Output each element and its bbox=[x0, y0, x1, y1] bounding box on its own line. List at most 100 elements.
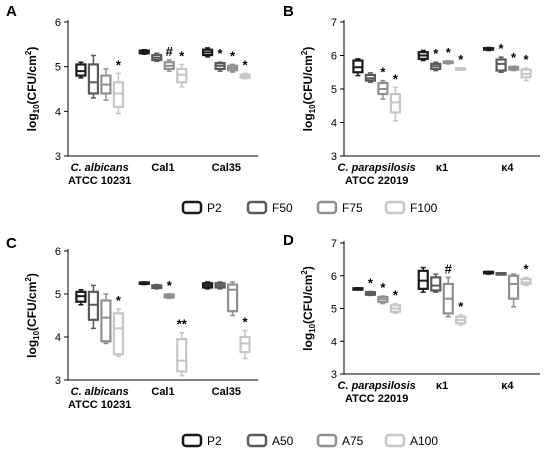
legend-item: A100 bbox=[384, 433, 438, 448]
box-a100: * bbox=[520, 261, 532, 287]
legend-swatch bbox=[246, 433, 268, 448]
box-f75: * bbox=[507, 50, 520, 72]
box-f75 bbox=[100, 68, 112, 101]
y-tick-label: 5 bbox=[55, 62, 61, 74]
box-f75: # bbox=[163, 44, 175, 72]
y-tick-label: 3 bbox=[55, 375, 61, 387]
box-a100: * bbox=[389, 288, 402, 315]
y-tick-label: 4 bbox=[331, 118, 337, 130]
significance-mark: * bbox=[393, 71, 399, 86]
group-label: Cal35 bbox=[212, 386, 241, 398]
y-axis-label: log10(CFU/cm2) bbox=[24, 47, 41, 132]
y-tick-label: 7 bbox=[331, 17, 337, 29]
significance-mark: * bbox=[499, 41, 505, 56]
legend-bottom: P2 A50 A75 A100 bbox=[181, 433, 438, 448]
box-f50: * bbox=[214, 46, 226, 72]
legend-label: A100 bbox=[410, 434, 438, 448]
group-label: Cal35 bbox=[212, 162, 241, 174]
y-tick-label: 3 bbox=[331, 151, 337, 163]
box-p2 bbox=[352, 58, 364, 77]
y-axis-label: log10(CFU/cm2) bbox=[300, 47, 317, 132]
significance-mark: * bbox=[243, 57, 249, 72]
y-tick-label: 6 bbox=[331, 271, 337, 283]
significance-mark: * bbox=[446, 45, 452, 60]
significance-mark: * bbox=[380, 65, 386, 80]
box-a100: * bbox=[112, 293, 125, 358]
box-a50: * bbox=[364, 275, 377, 297]
box-f100: * bbox=[455, 52, 467, 71]
legend-label: F50 bbox=[272, 201, 293, 215]
box-a75 bbox=[507, 273, 520, 308]
legend-item: P2 bbox=[181, 433, 222, 448]
box-f50: * bbox=[495, 41, 507, 73]
group-label: C. albicans bbox=[71, 386, 129, 398]
box-f50 bbox=[87, 54, 100, 99]
panel-letter: C bbox=[6, 235, 17, 252]
group-label: κ4 bbox=[501, 162, 514, 174]
box-a75: * bbox=[377, 280, 389, 305]
legend-label: F75 bbox=[342, 201, 363, 215]
legend-label: P2 bbox=[207, 201, 222, 215]
box-iqr bbox=[226, 283, 239, 313]
legend-item: F100 bbox=[384, 200, 438, 215]
y-axis-label: log10(CFU/cm2) bbox=[300, 266, 317, 351]
box-iqr bbox=[430, 276, 442, 292]
panel-letter: D bbox=[283, 232, 294, 249]
legend-item: A50 bbox=[246, 433, 294, 448]
box-f100: * bbox=[520, 52, 532, 82]
significance-mark: * bbox=[458, 299, 464, 314]
legend-item: P2 bbox=[181, 200, 222, 215]
significance-mark: * bbox=[458, 52, 464, 67]
significance-mark: * bbox=[524, 261, 530, 276]
legend-swatch bbox=[181, 200, 203, 215]
box-p2 bbox=[352, 287, 364, 291]
group-label: κ1 bbox=[436, 162, 448, 174]
significance-mark: * bbox=[218, 46, 224, 61]
significance-mark: * bbox=[243, 315, 249, 330]
box-p2 bbox=[75, 61, 87, 79]
box-a50 bbox=[495, 272, 507, 276]
legend-label: A75 bbox=[342, 434, 364, 448]
y-tick-label: 6 bbox=[55, 17, 61, 29]
box-a75 bbox=[226, 281, 239, 317]
legend-top: P2 F50 F75 F100 bbox=[181, 200, 438, 215]
box-p2 bbox=[138, 48, 150, 55]
y-tick-label: 7 bbox=[331, 238, 337, 250]
box-p2 bbox=[417, 49, 429, 62]
box-f75: * bbox=[226, 48, 239, 73]
box-iqr bbox=[507, 274, 520, 300]
box-iqr bbox=[87, 63, 100, 95]
significance-mark: * bbox=[380, 280, 386, 295]
group-label: C. parapsilosis bbox=[338, 162, 416, 174]
box-a50 bbox=[151, 283, 163, 290]
panel-b: B 3 4 5 6 7 log10(CFU/cm2) C. parapsilosisATCC … bbox=[283, 3, 540, 187]
panel-letter: B bbox=[283, 3, 294, 20]
legend-swatch bbox=[181, 433, 203, 448]
significance-mark: ** bbox=[177, 317, 188, 332]
legend-label: P2 bbox=[207, 434, 222, 448]
box-f100: * bbox=[176, 48, 188, 88]
box-a75: # bbox=[442, 261, 454, 318]
box-a50 bbox=[87, 284, 100, 330]
box-a75 bbox=[100, 293, 112, 345]
significance-mark: * bbox=[116, 293, 122, 308]
box-iqr bbox=[495, 58, 507, 72]
box-iqr bbox=[75, 63, 87, 77]
box-p2 bbox=[138, 281, 150, 286]
box-f100: * bbox=[239, 57, 251, 80]
significance-mark: # bbox=[445, 261, 453, 276]
significance-mark: * bbox=[393, 288, 399, 303]
y-tick-label: 4 bbox=[55, 106, 61, 118]
group-label: ATCC 22019 bbox=[345, 393, 408, 405]
y-tick-label: 4 bbox=[55, 332, 61, 344]
group-label: ATCC 10231 bbox=[68, 175, 131, 187]
box-a50 bbox=[430, 273, 442, 293]
y-tick-label: 5 bbox=[331, 304, 337, 316]
box-f50 bbox=[151, 52, 163, 63]
group-label: C. parapsilosis bbox=[338, 380, 416, 392]
group-label: C. albicans bbox=[71, 162, 129, 174]
legend-label: F100 bbox=[410, 201, 438, 215]
